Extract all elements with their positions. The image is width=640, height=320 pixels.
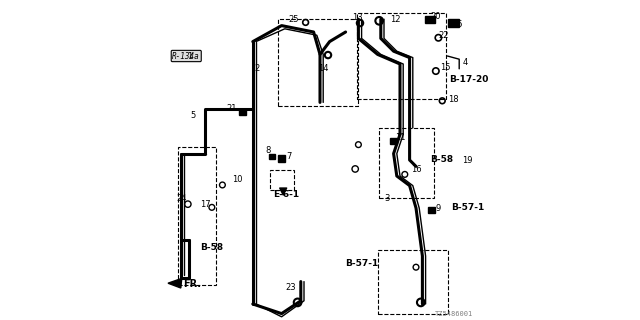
Text: 25: 25 xyxy=(289,15,300,24)
Text: 1: 1 xyxy=(187,52,193,60)
Text: 12: 12 xyxy=(390,15,401,24)
Text: 15: 15 xyxy=(440,63,451,72)
Text: 14: 14 xyxy=(319,64,329,73)
Text: 7: 7 xyxy=(287,152,292,161)
Text: 6: 6 xyxy=(456,20,461,28)
Text: 10: 10 xyxy=(232,175,243,184)
Bar xyxy=(178,147,216,285)
Text: 9: 9 xyxy=(435,204,440,212)
Text: 17: 17 xyxy=(200,200,211,209)
Bar xyxy=(378,250,448,314)
Bar xyxy=(278,19,358,106)
Bar xyxy=(428,207,435,213)
Text: 5: 5 xyxy=(191,111,196,120)
Bar xyxy=(380,128,434,198)
Text: 22: 22 xyxy=(438,31,449,40)
Text: E-6-1: E-6-1 xyxy=(274,190,300,199)
Text: 24: 24 xyxy=(177,194,187,203)
Bar xyxy=(270,170,294,190)
Bar xyxy=(278,155,285,162)
Text: 13: 13 xyxy=(353,13,364,22)
Text: 3: 3 xyxy=(384,194,389,203)
Bar xyxy=(269,154,275,159)
Text: 11: 11 xyxy=(396,133,406,142)
Text: 16: 16 xyxy=(412,165,422,174)
Bar xyxy=(239,110,246,115)
Bar xyxy=(390,138,397,144)
Text: 8: 8 xyxy=(265,146,270,155)
Text: B-57-1: B-57-1 xyxy=(451,203,484,212)
Text: TZ5486001: TZ5486001 xyxy=(435,311,474,317)
Text: B-58: B-58 xyxy=(200,244,223,252)
Text: 21: 21 xyxy=(227,104,237,113)
Text: 18: 18 xyxy=(448,95,459,104)
Text: B-58: B-58 xyxy=(430,155,454,164)
Bar xyxy=(448,19,460,27)
Bar xyxy=(357,13,447,99)
Text: B-17-20: B-17-20 xyxy=(450,75,489,84)
Text: 19: 19 xyxy=(462,156,473,164)
Text: 4: 4 xyxy=(462,58,468,67)
Polygon shape xyxy=(168,278,182,288)
Text: B-57-1: B-57-1 xyxy=(345,260,378,268)
Text: 2: 2 xyxy=(254,64,259,73)
Text: 20: 20 xyxy=(430,12,441,20)
Bar xyxy=(425,16,435,23)
Text: 23: 23 xyxy=(285,284,296,292)
Text: FR.: FR. xyxy=(184,279,202,289)
Text: R-134a: R-134a xyxy=(172,52,200,60)
